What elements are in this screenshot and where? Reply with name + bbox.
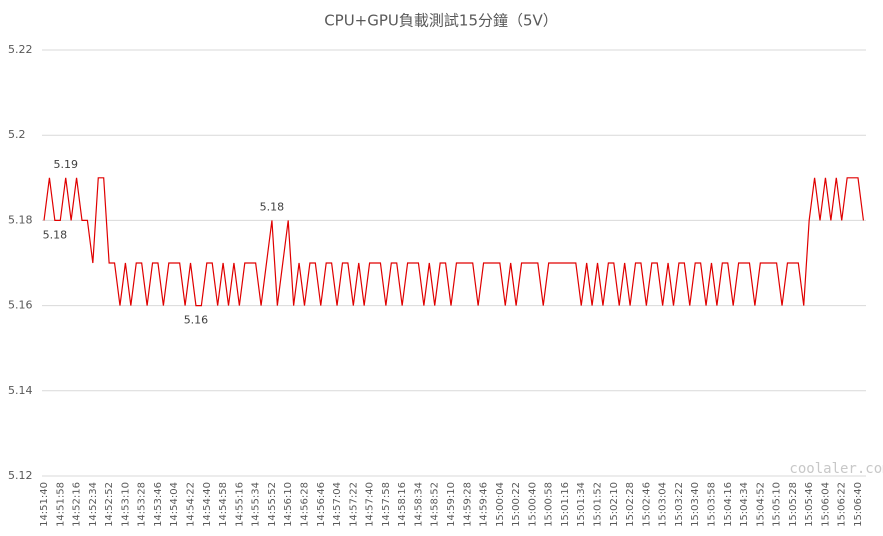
x-tick-label: 14:57:22 (348, 482, 359, 527)
x-tick-label: 14:54:04 (169, 482, 180, 527)
x-tick-label: 14:58:52 (430, 482, 441, 527)
watermark: coolaler.com (789, 461, 883, 477)
x-tick-label: 14:59:10 (446, 482, 457, 527)
x-tick-label: 15:03:04 (658, 482, 669, 527)
y-tick-label: 5.12 (8, 469, 33, 482)
x-tick-label: 15:01:34 (576, 482, 587, 527)
x-tick-label: 14:57:04 (332, 482, 343, 527)
x-tick-label: 15:02:46 (641, 482, 652, 527)
y-tick-label: 5.18 (8, 213, 33, 226)
x-tick-label: 15:06:22 (837, 482, 848, 527)
x-tick-label: 15:04:16 (723, 482, 734, 527)
x-tick-label: 15:06:04 (820, 482, 831, 527)
chart-title: CPU+GPU負載測試15分鐘（5V） (324, 12, 558, 30)
x-tick-label: 15:00:40 (527, 482, 538, 527)
x-tick-label: 15:03:58 (706, 482, 717, 527)
line (43, 177, 865, 307)
y-tick-label: 5.2 (8, 128, 26, 141)
data-label: 5.18 (260, 200, 285, 213)
x-tick-label: 15:02:10 (609, 482, 620, 527)
x-tick-label: 15:00:58 (544, 482, 555, 527)
x-tick-label: 14:59:46 (479, 482, 490, 527)
x-tick-label: 15:04:52 (755, 482, 766, 527)
x-tick-label: 15:01:52 (593, 482, 604, 527)
x-tick-label: 15:05:46 (804, 482, 815, 527)
x-tick-label: 14:56:46 (316, 482, 327, 527)
x-tick-label: 14:52:16 (72, 482, 83, 527)
x-tick-label: 15:00:04 (495, 482, 506, 527)
x-tick-label: 14:53:46 (153, 482, 164, 527)
x-tick-label: 15:02:28 (625, 482, 636, 527)
x-tick-label: 14:55:16 (234, 482, 245, 527)
data-label: 5.19 (53, 158, 78, 171)
x-tick-label: 14:54:40 (202, 482, 213, 527)
x-tick-label: 14:52:34 (88, 482, 99, 527)
x-tick-label: 14:53:28 (137, 482, 148, 527)
y-tick-label: 5.14 (8, 384, 33, 397)
x-tick-label: 15:05:10 (772, 482, 783, 527)
x-tick-label: 14:58:34 (413, 482, 424, 527)
data-label: 5.18 (43, 228, 68, 241)
y-tick-label: 5.22 (8, 43, 33, 56)
x-tick-label: 14:51:40 (39, 482, 50, 527)
x-tick-label: 15:05:28 (788, 482, 799, 527)
x-tick-label: 15:03:22 (674, 482, 685, 527)
x-tick-label: 15:03:40 (690, 482, 701, 527)
x-tick-label: 14:56:10 (283, 482, 294, 527)
x-tick-label: 14:57:40 (365, 482, 376, 527)
x-tick-label: 15:06:40 (853, 482, 864, 527)
x-tick-label: 14:54:22 (186, 482, 197, 527)
x-tick-label: 14:56:28 (299, 482, 310, 527)
x-tick-label: 15:00:22 (511, 482, 522, 527)
data-label: 5.16 (184, 314, 209, 327)
x-tick-label: 14:55:34 (251, 482, 262, 527)
x-tick-label: 15:04:34 (739, 482, 750, 527)
x-tick-label: 14:55:52 (267, 482, 278, 527)
x-tick-label: 14:58:16 (397, 482, 408, 527)
y-tick-label: 5.16 (8, 299, 33, 312)
x-tick-label: 14:53:10 (120, 482, 131, 527)
x-tick-label: 14:52:52 (104, 482, 115, 527)
x-tick-label: 14:59:28 (462, 482, 473, 527)
x-tick-label: 14:54:58 (218, 482, 229, 527)
x-tick-label: 14:57:58 (381, 482, 392, 527)
x-tick-label: 15:01:16 (560, 482, 571, 527)
x-tick-label: 14:51:58 (55, 482, 66, 527)
